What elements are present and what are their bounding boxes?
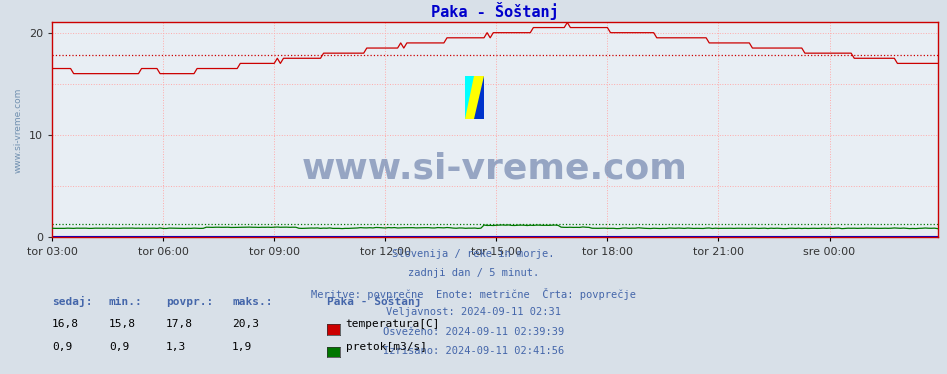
Text: 20,3: 20,3 (232, 319, 259, 329)
Text: Izrisano: 2024-09-11 02:41:56: Izrisano: 2024-09-11 02:41:56 (383, 346, 564, 356)
Text: Paka - Šoštanj: Paka - Šoštanj (327, 295, 421, 307)
Text: min.:: min.: (109, 297, 143, 307)
Text: Slovenija / reke in morje.: Slovenija / reke in morje. (392, 249, 555, 259)
Text: temperatura[C]: temperatura[C] (346, 319, 440, 329)
Text: 15,8: 15,8 (109, 319, 136, 329)
Text: maks.:: maks.: (232, 297, 273, 307)
Text: pretok[m3/s]: pretok[m3/s] (346, 342, 427, 352)
Text: 16,8: 16,8 (52, 319, 80, 329)
Text: 1,3: 1,3 (166, 342, 186, 352)
Text: 0,9: 0,9 (52, 342, 72, 352)
Text: www.si-vreme.com: www.si-vreme.com (302, 152, 688, 186)
Text: Meritve: povprečne  Enote: metrične  Črta: povprečje: Meritve: povprečne Enote: metrične Črta:… (311, 288, 636, 300)
Text: Veljavnost: 2024-09-11 02:31: Veljavnost: 2024-09-11 02:31 (386, 307, 561, 317)
Text: Osveženo: 2024-09-11 02:39:39: Osveženo: 2024-09-11 02:39:39 (383, 327, 564, 337)
Text: 1,9: 1,9 (232, 342, 252, 352)
Text: www.si-vreme.com: www.si-vreme.com (14, 87, 23, 173)
Text: zadnji dan / 5 minut.: zadnji dan / 5 minut. (408, 268, 539, 278)
Text: 17,8: 17,8 (166, 319, 193, 329)
Title: Paka - Šoštanj: Paka - Šoštanj (431, 2, 559, 20)
Text: 0,9: 0,9 (109, 342, 129, 352)
Text: sedaj:: sedaj: (52, 296, 93, 307)
Text: povpr.:: povpr.: (166, 297, 213, 307)
